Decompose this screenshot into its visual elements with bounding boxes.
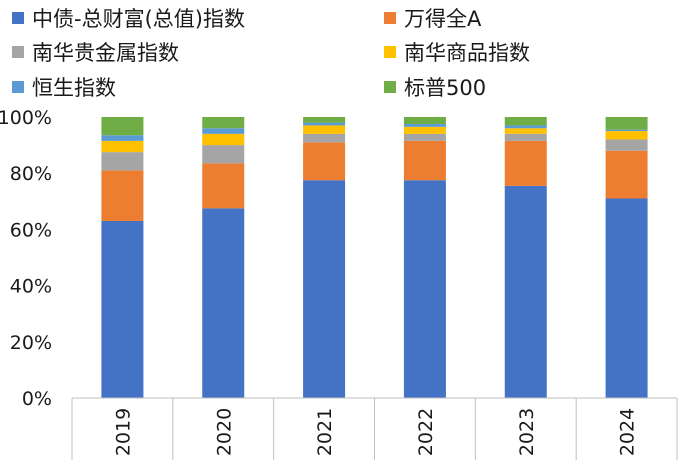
y-tick-label: 40% (10, 276, 52, 298)
legend-swatch (384, 46, 396, 58)
x-axis: 2019 2020 2021 2022 2023 2024 (71, 397, 678, 460)
bar-segment (202, 133, 245, 146)
bar-segment (101, 140, 144, 153)
legend-label: 南华商品指数 (404, 41, 530, 65)
bar-segment (605, 117, 648, 130)
bar-segment (202, 163, 245, 209)
bar-segment (303, 133, 346, 143)
x-tick-label: 2023 (516, 408, 538, 456)
x-tick-label: 2024 (617, 408, 639, 456)
bar-segment (403, 180, 446, 398)
legend-swatch (12, 46, 24, 58)
bar-segment (504, 125, 547, 129)
bar-segment (403, 126, 446, 134)
bar-segment (605, 150, 648, 199)
bar-segment (504, 117, 547, 126)
bar-segment (202, 145, 245, 164)
legend-label: 中债-总财富(总值)指数 (32, 7, 245, 31)
y-tick-label: 80% (10, 163, 52, 185)
bar-segment (504, 128, 547, 134)
bar-segment (202, 117, 245, 129)
bar-segment (403, 140, 446, 181)
bar-segment (605, 131, 648, 140)
x-tick-label: 2020 (213, 408, 235, 456)
bar-segment (605, 198, 648, 398)
bar-segment (605, 139, 648, 151)
bar-segment (202, 128, 245, 134)
bar-segment (303, 142, 346, 181)
bar-segment (504, 185, 547, 398)
bar-segment (101, 152, 144, 171)
bar-segment (403, 124, 446, 127)
legend-swatch (12, 12, 24, 24)
y-axis: 0% 20% 40% 60% 80% 100% (0, 107, 52, 410)
bar-segment (303, 180, 346, 398)
x-tick-label: 2022 (415, 408, 437, 456)
bar-segment (101, 170, 144, 221)
legend-label: 恒生指数 (32, 76, 116, 100)
bar-segment (303, 117, 346, 123)
bar-segment (403, 133, 446, 141)
y-tick-label: 20% (10, 332, 52, 354)
y-tick-label: 60% (10, 219, 52, 241)
bars (101, 117, 648, 398)
y-tick-label: 0% (22, 388, 52, 410)
bar-segment (504, 140, 547, 186)
bar-segment (101, 117, 144, 136)
x-tick-label: 2019 (112, 408, 134, 456)
bar-segment (605, 129, 648, 132)
bar-segment (504, 133, 547, 141)
legend-label: 标普500 (404, 76, 486, 100)
y-tick-label: 100% (0, 107, 52, 129)
bar-segment (303, 125, 346, 134)
legend-label: 南华贵金属指数 (32, 41, 179, 65)
bar-segment (303, 122, 346, 126)
bar-segment (202, 208, 245, 398)
legend-swatch (12, 81, 24, 93)
legend-label: 万得全A (404, 7, 482, 31)
x-tick-label: 2021 (314, 408, 336, 456)
legend-swatch (384, 12, 396, 24)
legend-swatch (384, 81, 396, 93)
bar-segment (101, 135, 144, 141)
bar-segment (101, 220, 144, 398)
bar-segment (403, 117, 446, 125)
